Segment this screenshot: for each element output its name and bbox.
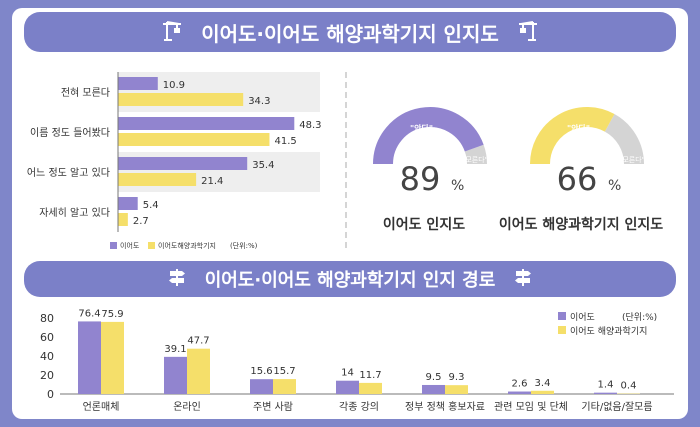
gauge-empty-tag: "모른다" — [619, 155, 645, 164]
crane-icon — [161, 19, 183, 46]
bar — [531, 390, 554, 394]
gauge-label: 이어도 인지도 — [383, 216, 465, 233]
gauge-filled-tag: "안다" — [410, 123, 433, 133]
data-label: 14 — [341, 368, 354, 379]
category-label: 주변 사람 — [253, 400, 293, 413]
awareness-bar-chart: 전혀 모른다 10.9 34.3 이름 정도 들어봤다 48.341.5 어느 정도 알고… — [27, 72, 322, 250]
gauge-remainder-arc — [464, 144, 487, 165]
legend-label: 이어도해양과학기지 — [158, 241, 216, 250]
bar — [118, 173, 197, 186]
bar — [508, 391, 531, 394]
bar — [445, 385, 468, 394]
category-label: 기타/없음/잘모름 — [581, 400, 652, 413]
y-tick-label: 40 — [40, 350, 54, 363]
y-tick-label: 80 — [40, 312, 54, 325]
section-divider — [345, 72, 347, 248]
awareness-path-bar-chart: 0 20 40 60 80 76.4 75.9 언론매체 39.147.7 온라인 15.6 15.7… — [40, 308, 674, 413]
legend-label: 이어도 — [570, 312, 595, 323]
data-label: 47.7 — [187, 336, 209, 347]
data-label: 9.3 — [449, 372, 465, 383]
crane-icon — [517, 19, 539, 46]
legend-unit: (단위:%) — [230, 241, 258, 250]
data-label: 5.4 — [143, 200, 159, 211]
data-label: 9.5 — [426, 372, 442, 383]
gauge-value: 89 — [400, 160, 441, 198]
bar — [118, 117, 295, 130]
category-label: 정부 정책 홍보자료 — [405, 400, 485, 413]
gauge-fill-arc — [530, 107, 615, 165]
gauge-remainder-arc — [604, 114, 644, 165]
category-label: 언론매체 — [83, 401, 120, 413]
bar — [118, 157, 248, 170]
section2-title: 이어도·이어도 해양과학기지 인지 경로 — [204, 270, 496, 291]
gauge-label: 이어도 해양과학기지 인지도 — [499, 216, 663, 233]
data-label: 75.9 — [101, 309, 123, 320]
category-label: 온라인 — [173, 401, 201, 413]
data-label: 15.6 — [250, 366, 272, 377]
data-label: 15.7 — [273, 366, 295, 377]
bar — [118, 197, 138, 210]
gauge-empty-tag: "모른다" — [462, 155, 488, 164]
y-tick-label: 20 — [40, 369, 54, 382]
legend-unit: (단위:%) — [622, 312, 657, 323]
gauge-filled-tag: "안다" — [567, 123, 590, 133]
bar — [78, 321, 101, 394]
legend-swatch — [558, 312, 566, 320]
bar — [336, 380, 359, 394]
y-tick-label: 0 — [47, 388, 54, 401]
bar — [594, 392, 617, 394]
bar — [118, 93, 244, 106]
bar — [422, 384, 445, 394]
section2-banner: 이어도·이어도 해양과학기지 인지 경로 — [24, 261, 676, 297]
data-label: 76.4 — [78, 308, 100, 319]
data-label: 35.4 — [252, 160, 274, 171]
bar — [359, 382, 382, 394]
legend-swatch — [148, 242, 155, 249]
data-label: 2.6 — [512, 379, 528, 390]
gauge-unit: % — [608, 178, 621, 194]
data-label: 0.4 — [621, 381, 637, 392]
bar — [164, 356, 187, 394]
bar — [118, 77, 158, 90]
data-label: 34.3 — [248, 96, 270, 107]
bar — [101, 321, 124, 394]
legend-swatch — [558, 326, 566, 334]
data-label: 2.7 — [133, 216, 149, 227]
signpost-icon — [167, 267, 187, 292]
category-label: 전혀 모른다 — [61, 87, 110, 99]
bar — [250, 379, 273, 394]
bar — [118, 133, 270, 146]
gauge-value: 66 — [557, 160, 598, 198]
category-label: 이름 정도 들어봤다 — [30, 127, 110, 139]
legend-label: 이어도 — [120, 241, 140, 250]
category-label: 어느 정도 알고 있다 — [27, 167, 110, 179]
bar — [187, 348, 210, 394]
gauge-fill-arc — [373, 107, 484, 165]
header-title: 이어도·이어도 해양과학기지 인지도 — [201, 21, 499, 46]
data-label: 10.9 — [163, 80, 185, 91]
data-label: 3.4 — [535, 378, 551, 389]
signpost-icon — [513, 267, 533, 292]
data-label: 48.3 — [299, 120, 321, 131]
data-label: 21.4 — [201, 176, 223, 187]
data-label: 41.5 — [274, 136, 296, 147]
category-label: 각종 강의 — [339, 401, 379, 413]
bar — [273, 379, 296, 394]
legend-swatch — [110, 242, 117, 249]
data-label: 39.1 — [164, 344, 186, 355]
data-label: 11.7 — [359, 370, 381, 381]
bar — [118, 213, 128, 226]
legend-label: 이어도 해양과학기지 — [570, 326, 647, 337]
data-label: 1.4 — [598, 380, 614, 391]
category-label: 관련 모임 및 단체 — [494, 400, 568, 413]
category-label: 자세히 알고 있다 — [39, 207, 110, 219]
awareness-gauge-chart: "안다" "모른다" 89 % 이어도 인지도 "안다" "모른다" 66 % 이어도 해양과학기… — [373, 107, 663, 233]
y-tick-label: 60 — [40, 331, 54, 344]
header-banner: 이어도·이어도 해양과학기지 인지도 — [24, 12, 676, 52]
gauge-unit: % — [451, 178, 464, 194]
